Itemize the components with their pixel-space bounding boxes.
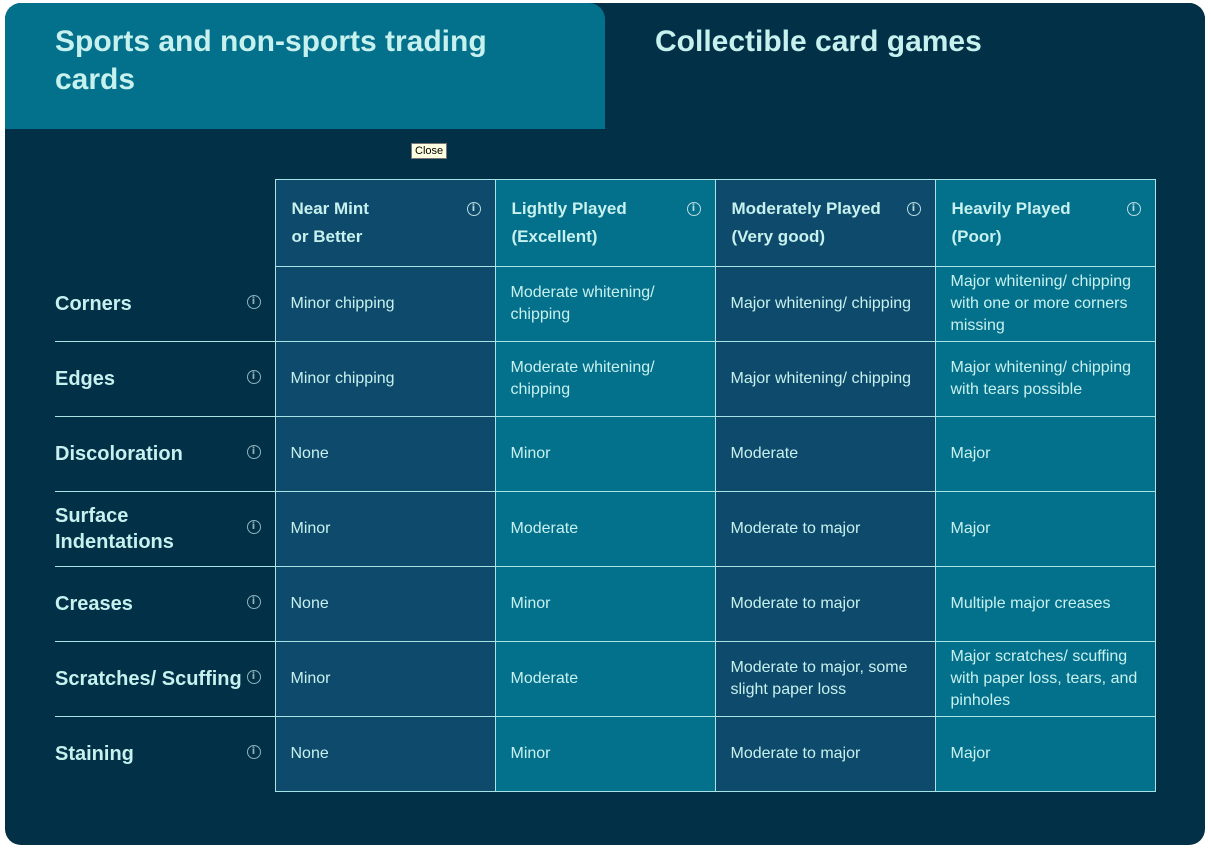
table-cell: Moderate	[494, 641, 716, 717]
info-icon[interactable]: i	[466, 202, 481, 216]
row-label-text: Staining	[55, 743, 134, 766]
row-label: Discoloration i	[55, 416, 275, 492]
table-cell: Minor	[494, 716, 716, 792]
table-cell: Minor	[274, 491, 496, 567]
row-label-text: Discoloration	[55, 443, 183, 465]
table-cell: Major	[934, 416, 1156, 492]
table-row: Surface Indentations i Minor Moderate Modera…	[55, 491, 1156, 567]
row-label: Staining i	[55, 717, 275, 792]
table-cell: Moderate to major, some slight paper los…	[714, 641, 936, 717]
info-icon[interactable]: i	[246, 745, 261, 760]
column-header-heavily-played: Heavily Played (Poor) i	[934, 179, 1156, 267]
table-cell: Major	[934, 491, 1156, 567]
table-cell: None	[274, 416, 496, 492]
table-cell: Moderate	[714, 416, 936, 492]
column-header-near-mint: Near Mint or Better i	[274, 179, 496, 267]
table-cell: Major whitening/ chipping with tears pos…	[934, 341, 1156, 417]
column-subtitle: (Very good)	[731, 227, 826, 246]
table-row: Scratches/ Scuffing i Minor Moderate Moderat…	[55, 641, 1156, 717]
table-cell: Minor	[494, 566, 716, 642]
table-cell: Moderate whitening/ chipping	[494, 341, 716, 417]
table-cell: Moderate to major	[714, 566, 936, 642]
corner-cell	[55, 180, 275, 267]
row-label: Surface Indentations i	[55, 491, 275, 567]
table-cell: Moderate to major	[714, 491, 936, 567]
column-title: Lightly Played	[511, 199, 627, 218]
table-row: Discoloration i None Minor Moderate Major	[55, 416, 1156, 492]
row-label: Creases i	[55, 566, 275, 642]
table-row: Staining i None Minor Moderate to major Major	[55, 716, 1156, 792]
table-cell: Major whitening/ chipping with one or mo…	[934, 266, 1156, 342]
table-cell: Minor chipping	[274, 341, 496, 417]
tooltip: Close	[411, 143, 448, 159]
info-icon[interactable]: i	[246, 595, 261, 609]
row-label-text: Surface Indentations	[55, 505, 174, 553]
column-header-moderately-played: Moderately Played (Very good) i	[714, 179, 936, 267]
info-icon[interactable]: i	[246, 670, 261, 684]
tab-collectible-card-games[interactable]: Collectible card games	[605, 3, 1205, 129]
table-cell: Minor	[274, 641, 496, 717]
row-label: Scratches/ Scuffing i	[55, 641, 275, 717]
table-cell: Major	[934, 716, 1156, 792]
column-subtitle: (Excellent)	[511, 227, 598, 246]
column-title: Heavily Played	[951, 199, 1071, 218]
table-cell: Minor chipping	[274, 266, 496, 342]
info-icon[interactable]: i	[1126, 202, 1141, 216]
table-cell: Moderate to major	[714, 716, 936, 792]
table-row: Edges i Minor chipping Moderate whitening/ …	[55, 341, 1156, 417]
column-title: Near Mint	[291, 199, 369, 218]
table-cell: None	[274, 566, 496, 642]
row-label-text: Corners	[55, 292, 132, 315]
table-cell: Moderate whitening/ chipping	[494, 266, 716, 342]
column-header-lightly-played: Lightly Played (Excellent) i	[494, 179, 716, 267]
row-label: Corners i	[55, 266, 275, 342]
info-icon[interactable]: i	[246, 370, 261, 384]
row-label: Edges i	[55, 341, 275, 417]
row-label-text: Scratches/ Scuffing	[55, 668, 242, 690]
table-row: Corners i Minor chipping Moderate whitening…	[55, 266, 1156, 342]
table-cell: None	[274, 716, 496, 792]
row-label-text: Edges	[55, 368, 116, 390]
tab-sports-trading-cards[interactable]: Sports and non-sports trading cards	[5, 3, 605, 129]
table-row: Creases i None Minor Moderate to major Multip…	[55, 566, 1156, 642]
condition-table: Near Mint or Better i Lightly Played (Excel…	[55, 179, 1156, 792]
info-icon[interactable]: i	[246, 294, 261, 309]
column-title: Moderately Played	[731, 199, 881, 218]
table-cell: Major whitening/ chipping	[714, 266, 936, 342]
column-subtitle: or Better	[291, 227, 363, 246]
info-icon[interactable]: i	[246, 445, 261, 459]
column-subtitle: (Poor)	[951, 227, 1002, 246]
table-cell: Major whitening/ chipping	[714, 341, 936, 417]
table-cell: Moderate	[494, 491, 716, 567]
table-cell: Major scratches/ scuffing with paper los…	[934, 641, 1156, 717]
info-icon[interactable]: i	[686, 202, 701, 216]
info-icon[interactable]: i	[246, 520, 261, 534]
table-cell: Minor	[494, 416, 716, 492]
row-label-text: Creases	[55, 593, 133, 615]
info-icon[interactable]: i	[906, 202, 921, 216]
table-cell: Multiple major creases	[934, 566, 1156, 642]
